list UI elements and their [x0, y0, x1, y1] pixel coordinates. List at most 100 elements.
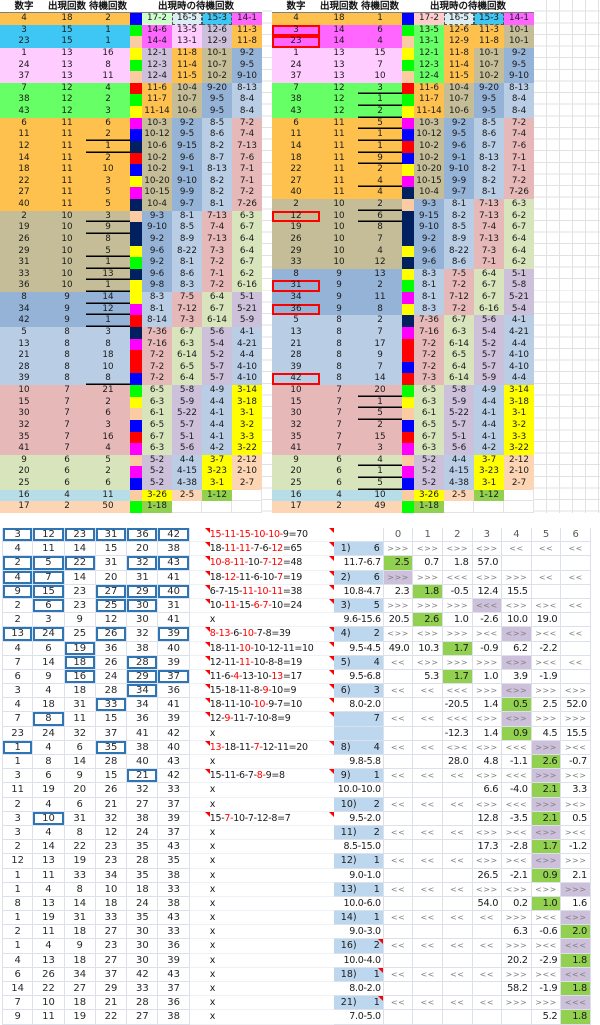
- draw-number-cell[interactable]: 4: [2, 641, 34, 656]
- trend-arrow-cell[interactable]: ><<: [531, 911, 562, 926]
- wait-history-cell[interactable]: 4-4: [202, 396, 232, 409]
- draw-number-cell[interactable]: 43: [158, 556, 190, 571]
- appearance-count-cell[interactable]: 11: [320, 152, 358, 165]
- analysis-value-cell[interactable]: 17.3: [472, 840, 503, 855]
- wait-history-cell[interactable]: 4-10: [232, 361, 262, 374]
- analysis-value-cell[interactable]: [413, 868, 443, 883]
- number-cell[interactable]: 21: [0, 350, 48, 362]
- waiting-count-cell[interactable]: 8: [86, 59, 130, 72]
- wait-history-cell[interactable]: 7-2: [444, 280, 474, 292]
- appearance-count-cell[interactable]: 9: [48, 292, 86, 304]
- appearance-count-cell[interactable]: 7: [48, 408, 86, 420]
- appearance-count-cell[interactable]: 14: [320, 24, 358, 37]
- analysis-range-cell[interactable]: 9.0-3.0: [333, 925, 384, 940]
- wait-history-cell[interactable]: 9-5: [504, 59, 534, 72]
- analysis-value-cell[interactable]: [383, 896, 414, 912]
- wait-history-cell[interactable]: 9-2: [504, 47, 534, 60]
- analysis-value-cell[interactable]: 1.4: [472, 698, 503, 713]
- wait-history-cell[interactable]: 9-7: [444, 187, 474, 199]
- analysis-range-cell[interactable]: 9.8-5.8: [333, 755, 384, 770]
- appearance-count-cell[interactable]: 14: [320, 36, 358, 48]
- waiting-count-cell[interactable]: 2: [86, 466, 130, 478]
- wait-history-cell[interactable]: 9-2: [232, 47, 262, 60]
- wait-history-cell[interactable]: 8-13: [232, 82, 262, 95]
- wait-history-cell[interactable]: 3-23: [474, 466, 504, 478]
- wait-history-cell[interactable]: 12-1: [414, 47, 444, 60]
- wait-history-cell[interactable]: 7-4: [474, 222, 504, 234]
- wait-history-cell[interactable]: 9-9: [172, 187, 202, 199]
- sum-formula-cell[interactable]: x: [209, 798, 334, 812]
- analysis-value-cell[interactable]: 1.8: [413, 584, 443, 599]
- wait-history-cell[interactable]: 8-14: [142, 315, 172, 327]
- analysis-label-cell[interactable]: 4) 2: [333, 627, 384, 642]
- draw-number-cell[interactable]: 37: [158, 797, 190, 812]
- waiting-count-cell[interactable]: 3: [86, 106, 130, 118]
- draw-number-cell[interactable]: 38: [127, 641, 159, 656]
- analysis-value-cell[interactable]: [502, 556, 532, 571]
- waiting-count-cell[interactable]: 4: [358, 36, 402, 48]
- waiting-count-cell[interactable]: 11: [86, 71, 130, 83]
- wait-history-cell[interactable]: 12-3: [414, 59, 444, 72]
- wait-history-cell[interactable]: 6-4: [504, 245, 534, 258]
- number-cell[interactable]: 2: [272, 199, 320, 211]
- analysis-value-cell[interactable]: 2.6: [531, 755, 562, 770]
- wait-history-cell[interactable]: 6-4: [444, 361, 474, 374]
- wait-history-cell[interactable]: 7-13: [232, 140, 262, 153]
- appearance-count-cell[interactable]: 6: [48, 466, 86, 478]
- draw-number-cell[interactable]: 20: [64, 783, 96, 798]
- draw-number-cell[interactable]: 36: [127, 528, 159, 543]
- draw-number-cell[interactable]: 22: [33, 982, 65, 997]
- analysis-value-cell[interactable]: 5.3: [413, 669, 443, 685]
- wait-history-cell[interactable]: 12-9: [202, 36, 232, 48]
- number-cell[interactable]: 3: [0, 24, 48, 37]
- draw-number-cell[interactable]: 30: [127, 953, 159, 968]
- draw-number-cell[interactable]: 42: [127, 967, 159, 982]
- number-cell[interactable]: 5: [0, 326, 48, 339]
- wait-history-cell[interactable]: 3-3: [232, 431, 262, 444]
- trend-arrow-cell[interactable]: >>>: [502, 939, 532, 954]
- waiting-count-cell[interactable]: 15: [358, 47, 402, 60]
- wait-history-cell[interactable]: 11-8: [232, 36, 262, 48]
- appearance-count-cell[interactable]: 9: [320, 280, 358, 292]
- draw-number-cell[interactable]: 38: [158, 896, 190, 912]
- wait-history-cell[interactable]: 5-2: [414, 454, 444, 467]
- trend-arrow-cell[interactable]: <>>: [502, 882, 532, 897]
- wait-history-cell[interactable]: 6-7: [142, 431, 172, 444]
- draw-number-cell[interactable]: 26: [95, 783, 128, 798]
- appearance-count-cell[interactable]: 8: [320, 338, 358, 351]
- analysis-value-cell[interactable]: 26.5: [472, 868, 503, 883]
- analysis-value-cell[interactable]: [413, 726, 443, 741]
- analysis-value-cell[interactable]: 52.0: [561, 698, 591, 713]
- analysis-label-cell[interactable]: 7: [333, 712, 384, 727]
- waiting-count-cell[interactable]: 2: [358, 419, 402, 432]
- wait-history-cell[interactable]: 9-2: [414, 233, 444, 246]
- wait-history-cell[interactable]: 10-2: [142, 152, 172, 165]
- draw-number-cell[interactable]: 35: [95, 740, 128, 755]
- wait-history-cell[interactable]: 9-10: [414, 222, 444, 234]
- trend-arrow-cell[interactable]: <<<: [561, 967, 591, 982]
- draw-number-cell[interactable]: 19: [64, 1010, 96, 1025]
- trend-arrow-cell[interactable]: <>>: [531, 854, 562, 869]
- draw-number-cell[interactable]: 25: [95, 598, 128, 614]
- wait-history-cell[interactable]: 9-15: [414, 210, 444, 223]
- draw-number-cell[interactable]: 4: [33, 882, 65, 897]
- draw-number-cell[interactable]: 14: [64, 570, 96, 585]
- waiting-count-cell[interactable]: 7: [358, 233, 402, 246]
- analysis-value-cell[interactable]: 6.6: [472, 783, 503, 798]
- appearance-count-cell[interactable]: 6: [48, 454, 86, 467]
- trend-arrow-cell[interactable]: <<: [383, 684, 414, 699]
- number-cell[interactable]: 32: [0, 419, 48, 432]
- draw-number-cell[interactable]: 37: [158, 669, 190, 685]
- wait-history-cell[interactable]: 7-2: [504, 117, 534, 130]
- empty-cell[interactable]: [232, 501, 262, 513]
- wait-history-cell[interactable]: 3-1: [202, 478, 232, 490]
- analysis-value-cell[interactable]: [502, 1010, 532, 1025]
- draw-number-cell[interactable]: 2: [2, 840, 34, 855]
- draw-number-cell[interactable]: 14: [2, 982, 34, 997]
- draw-number-cell[interactable]: 38: [127, 740, 159, 755]
- wait-history-cell[interactable]: 5-4: [504, 303, 534, 316]
- wait-history-cell[interactable]: 6-2: [504, 257, 534, 269]
- wait-history-cell[interactable]: 4-4: [504, 373, 534, 385]
- draw-number-cell[interactable]: 22: [64, 556, 96, 571]
- wait-history-cell[interactable]: 6-3: [172, 338, 202, 351]
